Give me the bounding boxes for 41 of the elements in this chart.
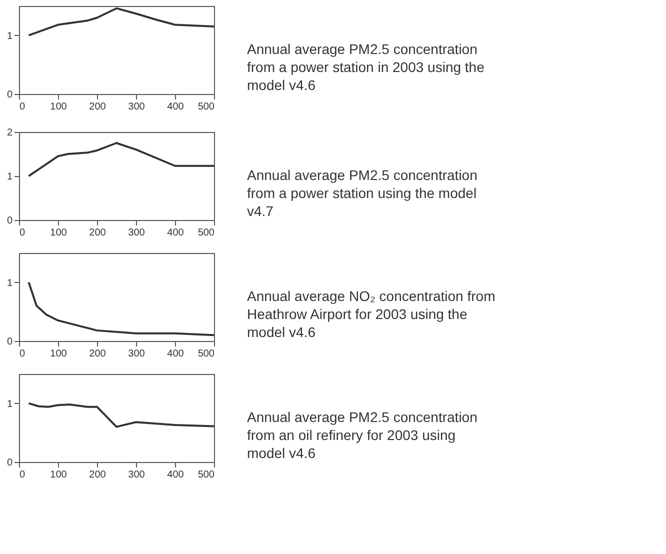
x-tick-label: 300 [128, 228, 146, 238]
line-series [28, 281, 215, 336]
x-tick-label: 200 [89, 228, 106, 238]
x-tick-label: 400 [167, 348, 184, 360]
x-tick-label: 400 [167, 228, 184, 238]
x-tick-label: 400 [167, 102, 184, 112]
x-tick-label: 400 [167, 470, 184, 480]
x-tick-label: 100 [50, 470, 68, 480]
y-tick-label: 0 [6, 216, 13, 226]
x-tick-label: 500 [198, 228, 215, 238]
x-tick-label: 200 [89, 102, 106, 112]
x-tick-label: 100 [50, 348, 68, 360]
text: Annual average PM2.5 concentration from an oil refinery for 2003 using model v4.6 [247, 409, 478, 461]
y-tick-label: 1 [6, 398, 13, 410]
x-tick-label: 500 [198, 470, 215, 480]
text: Annual average NO₂ concentration from Heathrow Airport for 2003 using the model v4.6 [247, 288, 496, 340]
y-tick-label: 1 [6, 30, 13, 42]
x-tick-label: 100 [50, 228, 68, 238]
y-tick-label: 1 [6, 172, 13, 182]
text: Annual average PM2.5 concentration from a power station in 2003 using the model v4.6 [247, 41, 485, 93]
x-tick-label: 500 [198, 348, 215, 360]
line-series [28, 7, 215, 36]
y-tick-label: 2 [6, 128, 13, 138]
x-tick-label: 200 [89, 348, 106, 360]
x-tick-label: 0 [20, 228, 26, 238]
x-tick-label: 300 [128, 348, 146, 360]
x-tick-label: 0 [20, 348, 26, 360]
x-tick-label: 0 [20, 102, 26, 112]
text: Annual average PM2.5 concentration from a power station using the model v4.7 [247, 167, 478, 219]
y-tick-label: 1 [6, 278, 13, 289]
line-series [28, 402, 215, 428]
y-tick-label: 0 [6, 90, 13, 100]
x-tick-label: 300 [128, 470, 146, 480]
line-series [28, 142, 215, 177]
x-tick-label: 0 [20, 470, 26, 480]
y-tick-label: 0 [6, 458, 13, 468]
x-tick-label: 300 [128, 102, 146, 112]
x-tick-label: 500 [198, 102, 215, 112]
x-tick-label: 200 [89, 470, 106, 480]
y-tick-label: 0 [6, 336, 13, 348]
x-tick-label: 100 [50, 102, 68, 112]
